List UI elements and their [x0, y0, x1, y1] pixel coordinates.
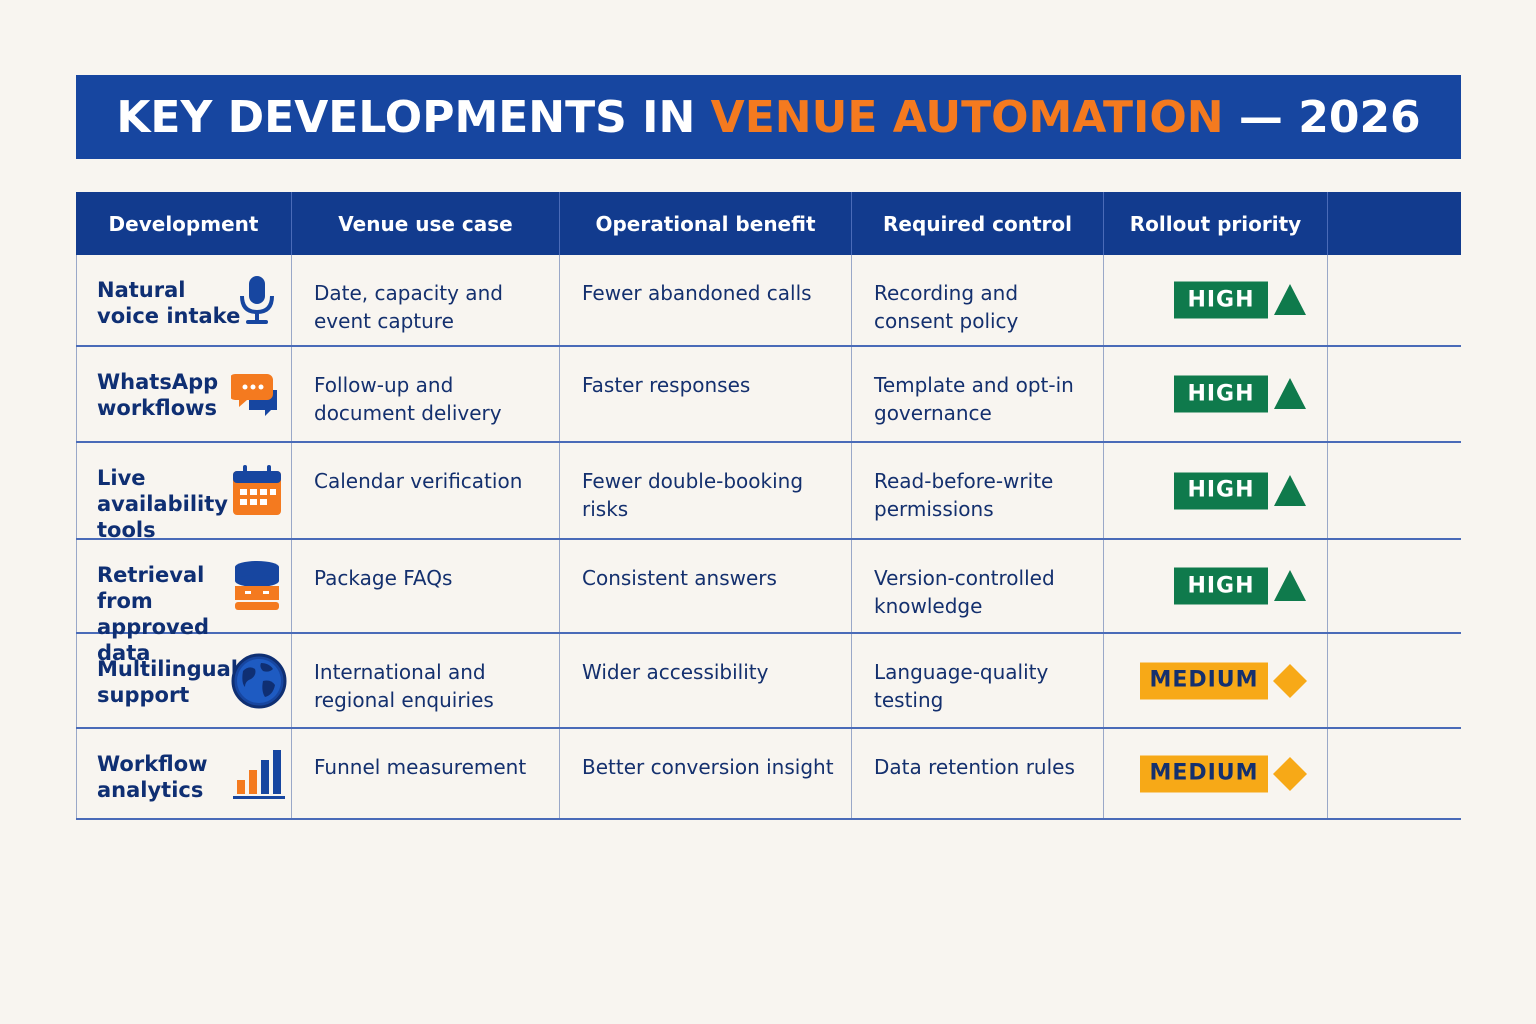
priority-cell: HIGH — [1104, 540, 1328, 632]
table-row: Multilingual support International and re… — [76, 634, 1461, 729]
globe-icon — [231, 653, 287, 709]
priority-cell: HIGH — [1104, 255, 1328, 345]
benefit-cell: Fewer double-booking risks — [560, 443, 852, 538]
triangle-up-icon — [1272, 376, 1308, 412]
empty-cell — [1328, 540, 1461, 632]
development-cell: Natural voice intake — [76, 255, 292, 345]
use-case-cell: International and regional enquiries — [292, 634, 560, 727]
control-cell: Language-quality testing — [852, 634, 1104, 727]
database-icon — [231, 558, 283, 614]
page-title: KEY DEVELOPMENTS IN VENUE AUTOMATION — 2… — [116, 92, 1420, 143]
use-case-cell: Calendar verification — [292, 443, 560, 538]
table-row: Natural voice intake Date, capacity and e… — [76, 255, 1461, 347]
priority-badge: HIGH — [1174, 375, 1268, 413]
development-cell: Live availability tools — [76, 443, 292, 542]
bar-chart-icon — [231, 746, 285, 802]
development-name: WhatsApp workflows — [97, 370, 219, 420]
control-cell: Data retention rules — [852, 729, 1104, 818]
control-cell: Read-before-write permissions — [852, 443, 1104, 538]
development-name: Retrieval from approved data — [97, 563, 209, 665]
priority-cell: HIGH — [1104, 443, 1328, 538]
empty-cell — [1328, 443, 1461, 538]
header-development: Development — [76, 192, 292, 255]
triangle-up-icon — [1272, 473, 1308, 509]
empty-cell — [1328, 634, 1461, 727]
header-benefit: Operational benefit — [560, 192, 852, 255]
priority-cell: HIGH — [1104, 347, 1328, 441]
empty-cell — [1328, 347, 1461, 441]
control-cell: Template and opt-in governance — [852, 347, 1104, 441]
development-cell: Workflow analytics — [76, 729, 292, 818]
developments-table: Development Venue use case Operational b… — [76, 192, 1461, 820]
development-name: Workflow analytics — [97, 752, 208, 802]
title-prefix: KEY DEVELOPMENTS IN — [116, 91, 711, 143]
chat-bubbles-icon — [229, 366, 283, 422]
use-case-cell: Date, capacity and event capture — [292, 255, 560, 345]
use-case-cell: Funnel measurement — [292, 729, 560, 818]
priority-cell: MEDIUM — [1104, 729, 1328, 818]
table-header: Development Venue use case Operational b… — [76, 192, 1461, 255]
header-use-case: Venue use case — [292, 192, 560, 255]
development-name: Natural voice intake — [97, 278, 241, 328]
header-empty — [1328, 192, 1461, 255]
use-case-cell: Package FAQs — [292, 540, 560, 632]
benefit-cell: Consistent answers — [560, 540, 852, 632]
development-name: Multilingual support — [97, 657, 238, 707]
benefit-cell: Better conversion insight — [560, 729, 852, 818]
microphone-icon — [231, 272, 283, 328]
table-row: Retrieval from approved data Package FAQs… — [76, 540, 1461, 665]
control-cell: Version-controlled knowledge — [852, 540, 1104, 632]
triangle-up-icon — [1272, 568, 1308, 604]
priority-badge: HIGH — [1174, 567, 1268, 605]
diamond-icon — [1272, 663, 1308, 699]
benefit-cell: Faster responses — [560, 347, 852, 441]
header-control: Required control — [852, 192, 1104, 255]
development-name: Live availability tools — [97, 466, 228, 542]
development-cell: Multilingual support — [76, 634, 292, 727]
calendar-icon — [231, 463, 283, 519]
priority-badge: HIGH — [1174, 281, 1268, 319]
benefit-cell: Wider accessibility — [560, 634, 852, 727]
priority-badge: HIGH — [1174, 472, 1268, 509]
table-row: Workflow analytics Funnel measurement Bett… — [76, 729, 1461, 820]
title-suffix: — 2026 — [1223, 91, 1421, 143]
use-case-cell: Follow-up and document delivery — [292, 347, 560, 441]
development-cell: Retrieval from approved data — [76, 540, 292, 665]
table-row: Live availability tools Calendar verifica… — [76, 443, 1461, 542]
priority-badge: MEDIUM — [1140, 662, 1268, 699]
empty-cell — [1328, 729, 1461, 818]
table-body: Natural voice intake Date, capacity and e… — [76, 255, 1461, 820]
priority-cell: MEDIUM — [1104, 634, 1328, 727]
triangle-up-icon — [1272, 282, 1308, 318]
development-cell: WhatsApp workflows — [76, 347, 292, 441]
diamond-icon — [1272, 756, 1308, 792]
empty-cell — [1328, 255, 1461, 345]
title-banner: KEY DEVELOPMENTS IN VENUE AUTOMATION — 2… — [76, 75, 1461, 159]
benefit-cell: Fewer abandoned calls — [560, 255, 852, 345]
table-row: WhatsApp workflows Follow-up and document… — [76, 347, 1461, 443]
control-cell: Recording and consent policy — [852, 255, 1104, 345]
priority-badge: MEDIUM — [1140, 755, 1268, 792]
title-accent: VENUE AUTOMATION — [710, 91, 1224, 143]
header-priority: Rollout priority — [1104, 192, 1328, 255]
